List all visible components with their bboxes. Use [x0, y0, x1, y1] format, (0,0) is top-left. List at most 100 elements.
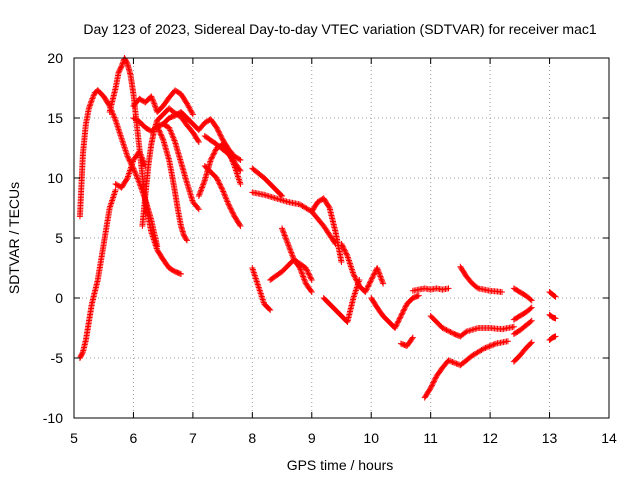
- data-point: [289, 252, 296, 259]
- data-point: [431, 377, 438, 383]
- data-point: [440, 325, 447, 332]
- x-tick-label: 6: [130, 430, 138, 446]
- data-point: [110, 111, 117, 118]
- data-point: [149, 96, 156, 103]
- data-point: [211, 150, 218, 157]
- data-point: [218, 133, 225, 140]
- data-point: [157, 131, 164, 138]
- data-point: [409, 334, 416, 341]
- data-point: [445, 357, 452, 364]
- series-arc-16: [308, 195, 345, 265]
- data-point: [218, 185, 225, 192]
- data-point: [284, 239, 291, 246]
- data-point: [133, 172, 140, 179]
- data-point: [308, 275, 315, 282]
- data-point: [197, 188, 204, 195]
- data-point: [124, 153, 131, 160]
- data-point: [510, 323, 517, 330]
- data-point: [125, 154, 132, 161]
- data-point: [207, 157, 214, 163]
- data-point: [303, 266, 310, 273]
- data-point: [280, 228, 287, 235]
- data-point: [402, 303, 409, 310]
- data-point: [280, 229, 287, 236]
- data-point: [342, 249, 349, 255]
- data-point: [446, 357, 453, 364]
- data-point: [110, 113, 117, 120]
- data-point: [306, 273, 313, 279]
- data-point: [297, 266, 304, 273]
- data-point: [393, 322, 400, 329]
- data-point: [237, 157, 244, 163]
- data-point: [227, 205, 234, 212]
- data-point: [222, 194, 229, 201]
- data-point: [138, 152, 145, 159]
- data-point: [89, 95, 96, 102]
- data-point: [90, 94, 97, 101]
- series-arc-32: [546, 289, 559, 300]
- data-point: [485, 343, 492, 350]
- data-point: [352, 275, 359, 281]
- data-point: [228, 208, 235, 215]
- data-point: [527, 340, 534, 347]
- data-point: [90, 92, 97, 99]
- series-arc-23: [397, 334, 416, 349]
- data-point: [167, 127, 174, 134]
- data-point: [343, 251, 350, 258]
- data-point: [131, 166, 138, 173]
- data-point: [134, 175, 141, 182]
- data-point: [474, 284, 481, 291]
- data-point: [392, 323, 399, 330]
- data-point: [286, 245, 293, 252]
- data-point: [186, 104, 193, 111]
- series-arc-27: [457, 263, 505, 295]
- data-point: [183, 99, 190, 106]
- data-point: [134, 174, 141, 181]
- data-point: [355, 280, 362, 287]
- x-tick-label: 11: [423, 430, 438, 446]
- x-tick-label: 12: [482, 430, 498, 446]
- data-point: [527, 296, 534, 303]
- y-axis-label: SDTVAR / TECUs: [6, 182, 22, 294]
- data-point: [452, 360, 459, 367]
- data-point: [216, 181, 223, 188]
- data-point: [439, 325, 446, 331]
- data-point: [214, 125, 221, 132]
- data-point: [198, 185, 205, 192]
- series-arc-21: [338, 241, 387, 295]
- data-point: [216, 129, 223, 136]
- data-point: [125, 156, 132, 163]
- data-point: [380, 280, 387, 287]
- series-arc-17: [249, 265, 274, 313]
- data-point: [299, 272, 306, 279]
- series-arc-14: [249, 165, 286, 199]
- data-point: [183, 237, 190, 244]
- data-point: [350, 271, 357, 277]
- data-point: [528, 297, 535, 304]
- series-arc-33: [546, 311, 559, 322]
- data-point: [527, 318, 534, 325]
- data-point: [364, 283, 371, 290]
- x-tick-label: 8: [248, 430, 256, 446]
- data-point: [229, 209, 236, 216]
- data-point: [136, 148, 143, 155]
- data-point: [450, 359, 457, 366]
- series-arc-29: [510, 317, 535, 337]
- data-point: [213, 175, 220, 181]
- data-point: [299, 270, 306, 277]
- data-point: [396, 315, 403, 322]
- data-point: [552, 315, 559, 322]
- data-point: [296, 265, 303, 271]
- chart-title: Day 123 of 2023, Sidereal Day-to-day VTE…: [83, 21, 596, 37]
- series-arc-24: [409, 285, 452, 294]
- data-point: [504, 338, 511, 345]
- data-point: [366, 279, 373, 286]
- data-point: [282, 235, 289, 242]
- y-tick-label: 5: [55, 230, 63, 246]
- data-point: [429, 381, 436, 387]
- series-arc-10: [160, 109, 244, 163]
- data-point: [236, 166, 243, 173]
- y-tick-label: -5: [51, 350, 64, 366]
- data-point: [353, 276, 360, 283]
